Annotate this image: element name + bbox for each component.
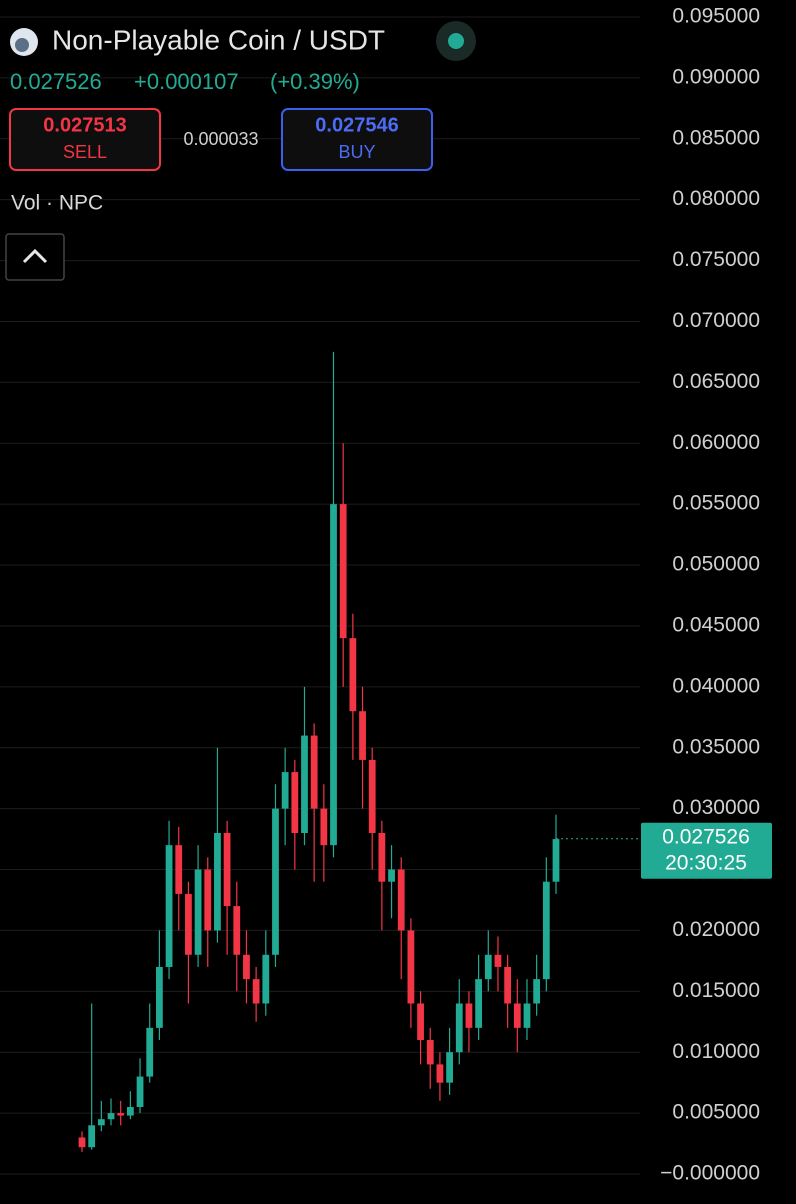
candles	[78, 351, 560, 1153]
candle-body	[262, 954, 270, 1004]
candle-body	[446, 1052, 453, 1083]
candle-body	[523, 1003, 531, 1028]
candle-body	[320, 808, 328, 846]
y-tick-label: 0.085000	[672, 126, 760, 149]
candle-body	[330, 504, 337, 846]
y-tick-label: 0.055000	[672, 492, 760, 515]
y-tick-label: −0.000000	[660, 1162, 760, 1185]
status-dot	[448, 33, 464, 49]
y-tick-label: 0.080000	[672, 187, 760, 210]
y-tick-label: 0.005000	[672, 1101, 760, 1124]
grid	[0, 16, 640, 1175]
candle-body	[465, 1003, 473, 1028]
candle-body	[388, 869, 395, 882]
candle-body	[214, 832, 221, 931]
y-tick-label: 0.050000	[672, 553, 760, 576]
symbol-title: Non-Playable Coin / USDT	[52, 24, 385, 55]
candle-body	[533, 979, 541, 1004]
candle-body	[513, 1003, 521, 1028]
candle-body	[310, 735, 318, 809]
y-tick-label: 0.015000	[672, 979, 760, 1002]
candle-body	[175, 845, 183, 894]
candle-body	[146, 1027, 154, 1077]
candle-body	[397, 869, 405, 931]
y-tick-label: 0.095000	[672, 5, 760, 28]
candle-body	[417, 1003, 424, 1041]
candle-body	[243, 954, 250, 980]
candle-body	[291, 772, 299, 833]
y-tick-label: 0.040000	[672, 674, 760, 697]
candle-body	[185, 893, 192, 955]
candle-body	[455, 1003, 463, 1053]
candle-body	[484, 954, 492, 980]
y-tick-label: 0.070000	[672, 309, 760, 332]
candle-body	[117, 1113, 125, 1116]
sell-price: 0.027513	[43, 114, 126, 136]
candle-body	[156, 966, 163, 1028]
candle-body	[126, 1107, 134, 1116]
candle-body	[78, 1137, 86, 1148]
candle-body	[281, 772, 289, 809]
candle-body	[107, 1113, 115, 1120]
y-tick-label: 0.075000	[672, 248, 760, 271]
candle-body	[378, 832, 386, 882]
candle-body	[233, 906, 241, 955]
candle-body	[165, 845, 173, 967]
candle-body	[204, 869, 212, 931]
price-change: +0.000107	[134, 69, 239, 94]
candle-body	[368, 759, 376, 833]
y-axis: 0.095000 0.090000 0.085000 0.080000 0.075000…	[556, 5, 772, 1185]
candle-body	[407, 930, 415, 1004]
candle-body	[97, 1119, 105, 1126]
candle-body	[436, 1064, 444, 1083]
price-tag	[641, 822, 772, 879]
last-price: 0.027526	[10, 69, 102, 94]
price-tag-time: 20:30:25	[665, 851, 747, 874]
candle-body	[223, 832, 231, 907]
candle-body	[349, 638, 357, 712]
collapse-button[interactable]	[5, 233, 65, 281]
candle-body	[88, 1125, 96, 1148]
y-tick-label: 0.065000	[672, 370, 760, 393]
candle-body	[542, 881, 550, 980]
buy-label: BUY	[338, 142, 375, 162]
buy-button[interactable]	[281, 108, 433, 171]
candle-body	[504, 966, 512, 1004]
candle-body	[494, 954, 502, 967]
volume-label: Vol · NPC	[11, 192, 103, 215]
y-tick-label: 0.045000	[672, 613, 760, 636]
y-tick-label: 0.020000	[672, 918, 760, 941]
y-tick-label: 0.090000	[672, 65, 760, 88]
candle-body	[272, 808, 279, 955]
candle-body	[194, 869, 202, 955]
sell-label: SELL	[63, 142, 107, 162]
y-tick-label: 0.060000	[672, 431, 760, 454]
candle-body	[552, 839, 560, 882]
candle-body	[301, 735, 308, 833]
y-tick-label: 0.030000	[672, 796, 760, 819]
candle-body	[475, 979, 482, 1028]
candle-body	[136, 1076, 144, 1108]
candle-body	[359, 711, 366, 760]
candle-body	[426, 1040, 434, 1065]
price-change-pct: (+0.39%)	[270, 69, 360, 94]
collapse-icon	[22, 248, 48, 264]
y-tick-label: 0.035000	[672, 735, 760, 758]
y-tick-label: 0.010000	[672, 1040, 760, 1063]
sell-button[interactable]	[9, 108, 161, 171]
price-tag-value: 0.027526	[662, 825, 750, 848]
spread: 0.000033	[183, 129, 258, 149]
candle-body	[252, 979, 260, 1004]
buy-price: 0.027546	[315, 114, 398, 136]
coin-logo-inner	[15, 38, 29, 52]
candle-body	[339, 504, 347, 639]
